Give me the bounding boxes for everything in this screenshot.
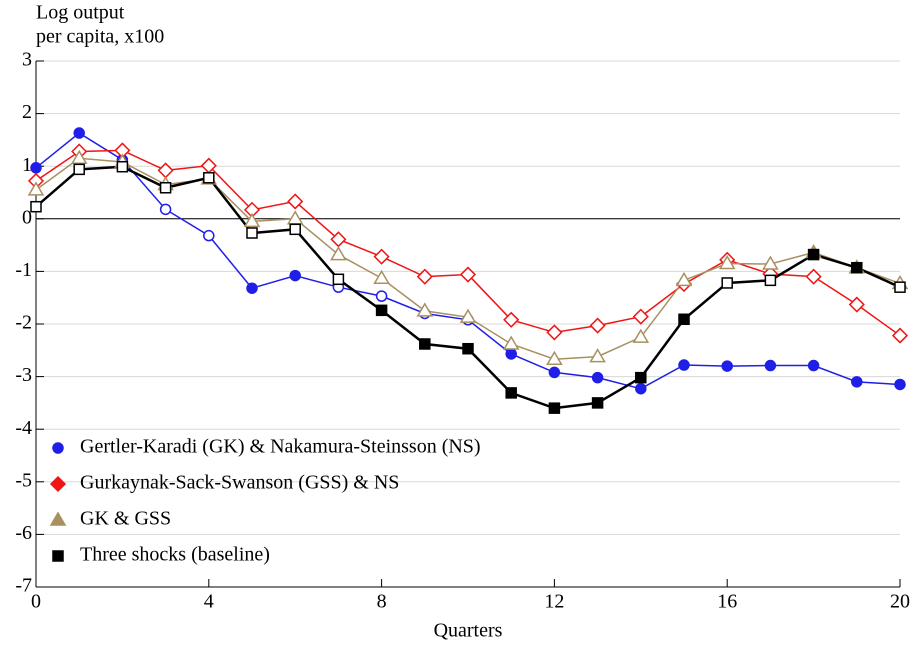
marker	[848, 296, 865, 313]
marker	[116, 160, 129, 173]
marker	[591, 397, 604, 409]
marker	[416, 268, 433, 285]
y-tick-label: -4	[15, 417, 32, 439]
x-tick-label: 8	[377, 591, 387, 613]
marker	[807, 248, 820, 261]
marker	[203, 172, 215, 184]
marker	[894, 378, 906, 391]
y-tick-label: -5	[15, 469, 32, 491]
y-tick-label: 1	[22, 154, 32, 176]
marker	[373, 248, 390, 265]
marker	[548, 402, 561, 414]
marker	[721, 360, 733, 372]
marker	[635, 382, 647, 395]
marker	[632, 308, 649, 325]
marker	[505, 387, 517, 399]
marker	[462, 342, 474, 355]
marker	[894, 281, 906, 293]
marker	[52, 550, 64, 562]
marker	[718, 255, 736, 270]
marker	[459, 266, 477, 283]
y-axis-label: per capita, x100	[36, 26, 164, 48]
marker	[49, 511, 67, 526]
legend-label: Gertler-Karadi (GK) & Nakamura-Steinsson…	[80, 436, 481, 458]
x-tick-label: 0	[31, 591, 41, 613]
marker	[546, 350, 563, 365]
marker	[287, 193, 304, 210]
marker	[375, 304, 388, 317]
marker	[27, 181, 45, 196]
marker	[891, 327, 909, 344]
marker	[589, 317, 606, 334]
y-tick-label: -2	[15, 312, 32, 334]
marker	[678, 313, 690, 326]
y-tick-label: 2	[22, 101, 32, 123]
marker	[159, 182, 172, 194]
marker	[851, 376, 863, 388]
marker	[375, 290, 388, 302]
marker	[373, 269, 390, 284]
marker	[289, 269, 301, 282]
marker	[632, 328, 650, 343]
y-tick-label: 0	[22, 206, 32, 228]
x-tick-label: 20	[890, 591, 910, 613]
x-tick-label: 12	[544, 591, 564, 613]
y-tick-label: -7	[15, 575, 32, 597]
marker	[332, 273, 345, 286]
marker	[243, 212, 261, 228]
marker	[764, 274, 777, 287]
marker	[73, 163, 85, 176]
marker	[203, 229, 215, 242]
marker	[503, 311, 520, 328]
y-tick-label: -1	[15, 259, 32, 281]
marker	[49, 475, 67, 493]
marker	[546, 324, 563, 341]
marker	[246, 227, 258, 239]
marker	[762, 255, 779, 270]
marker	[764, 359, 777, 372]
marker	[246, 282, 258, 294]
marker	[330, 246, 347, 261]
marker	[502, 335, 520, 350]
marker	[721, 277, 733, 289]
marker	[416, 302, 434, 317]
marker	[635, 371, 647, 384]
marker	[30, 162, 42, 174]
marker	[807, 359, 820, 372]
series-line	[35, 165, 901, 410]
marker	[52, 442, 64, 454]
y-tick-label: -3	[15, 364, 32, 386]
marker	[286, 210, 304, 225]
marker	[805, 268, 822, 285]
marker	[548, 366, 561, 379]
y-tick-label: -6	[15, 522, 32, 544]
marker	[591, 371, 604, 384]
marker	[70, 149, 88, 165]
y-tick-label: 3	[22, 49, 32, 71]
marker	[159, 203, 172, 216]
marker	[675, 271, 693, 287]
marker	[589, 348, 606, 363]
x-tick-label: 16	[717, 591, 737, 613]
y-axis-label: Log output	[36, 2, 125, 24]
marker	[73, 127, 85, 139]
marker	[157, 162, 174, 179]
legend-label: Three shocks (baseline)	[80, 544, 270, 566]
marker	[419, 338, 431, 350]
marker	[30, 200, 42, 213]
marker	[851, 261, 863, 274]
marker	[678, 359, 690, 371]
marker	[289, 223, 301, 236]
marker	[459, 308, 477, 323]
marker	[505, 348, 517, 360]
legend-label: Gurkaynak-Sack-Swanson (GSS) & NS	[80, 472, 399, 494]
x-axis-label: Quarters	[434, 620, 503, 642]
x-tick-label: 4	[204, 591, 214, 613]
legend-label: GK & GSS	[80, 508, 171, 530]
